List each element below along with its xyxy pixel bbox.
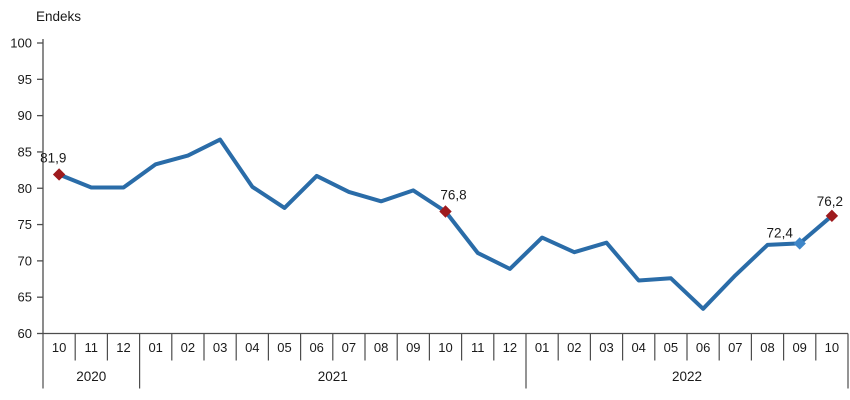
y-tick-label: 80 [18, 181, 32, 196]
month-label: 03 [599, 340, 613, 355]
month-label: 09 [792, 340, 806, 355]
month-label: 09 [406, 340, 420, 355]
y-tick-label: 65 [18, 290, 32, 305]
y-tick-label: 70 [18, 253, 32, 268]
month-label: 10 [438, 340, 452, 355]
month-label: 03 [213, 340, 227, 355]
data-point-marker [439, 205, 452, 218]
y-tick-label: 100 [10, 36, 32, 51]
data-point-label: 72,4 [767, 225, 794, 240]
month-label: 11 [85, 340, 99, 355]
year-label: 2022 [672, 369, 702, 384]
month-label: 04 [245, 340, 259, 355]
data-point-marker [52, 168, 66, 181]
month-label: 01 [148, 340, 162, 355]
month-label: 06 [309, 340, 323, 355]
data-point-label: 81,9 [40, 150, 66, 165]
data-point-label: 76,2 [817, 194, 843, 209]
month-label: 12 [116, 340, 130, 355]
month-label: 02 [567, 340, 581, 355]
y-tick-label: 90 [18, 108, 32, 123]
y-tick-label: 75 [18, 217, 32, 232]
month-label: 05 [277, 340, 291, 355]
chart-layer: 60 65 70 75 80 85 90 95 100 10 11 12 01 02 03 04 05 06 07 0… [10, 36, 849, 389]
index-series-line [57, 137, 834, 311]
month-label: 07 [728, 340, 742, 355]
month-label: 12 [503, 340, 517, 355]
month-label: 10 [52, 340, 66, 355]
y-tick-label: 95 [18, 72, 32, 87]
month-label: 08 [760, 340, 774, 355]
y-tick-label: 60 [18, 326, 32, 341]
month-label: 02 [181, 340, 195, 355]
data-point-marker [793, 237, 806, 250]
y-axis-title: Endeks [36, 9, 81, 24]
month-label: 11 [471, 340, 485, 355]
month-label: 08 [374, 340, 388, 355]
year-label: 2020 [76, 369, 106, 384]
month-label: 01 [535, 340, 549, 355]
month-label: 05 [664, 340, 678, 355]
month-label: 04 [631, 340, 645, 355]
y-tick-label: 85 [18, 144, 32, 159]
year-label: 2021 [318, 369, 348, 384]
month-label: 06 [696, 340, 710, 355]
data-point-marker [825, 209, 839, 223]
month-label: 07 [342, 340, 356, 355]
month-label: 10 [825, 340, 839, 355]
data-point-label: 76,8 [440, 187, 466, 202]
